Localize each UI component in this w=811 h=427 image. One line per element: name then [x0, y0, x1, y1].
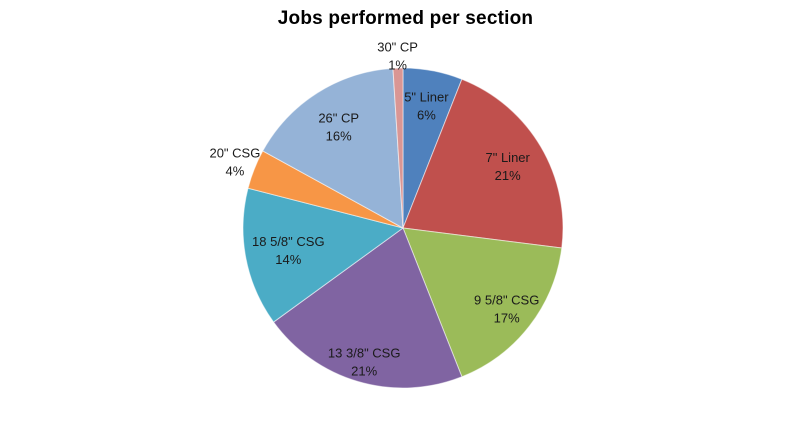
pie-data-label: 7" Liner 21%: [486, 150, 531, 183]
pie-data-label: 5" Liner 6%: [404, 89, 449, 122]
chart-title: Jobs performed per section: [277, 8, 534, 29]
pie-data-label: 30" CP 1%: [377, 39, 418, 72]
pie-slice-4: [273, 227, 463, 389]
pie-slice-3: [402, 227, 563, 378]
pie-data-label: 20" CSG 4%: [209, 145, 260, 178]
pie-slice-2: [402, 78, 564, 249]
pie-slice-5: [242, 187, 404, 323]
pie-slice-7: [262, 67, 404, 229]
pie-slice-8: [392, 67, 404, 229]
pie-data-label: 13 3/8" CSG 21%: [328, 346, 401, 379]
pie-data-label: 9 5/8" CSG 17%: [474, 292, 539, 325]
pie-data-label: 18 5/8" CSG 14%: [252, 234, 325, 267]
pie-data-label: 26" CP 16%: [318, 111, 359, 144]
